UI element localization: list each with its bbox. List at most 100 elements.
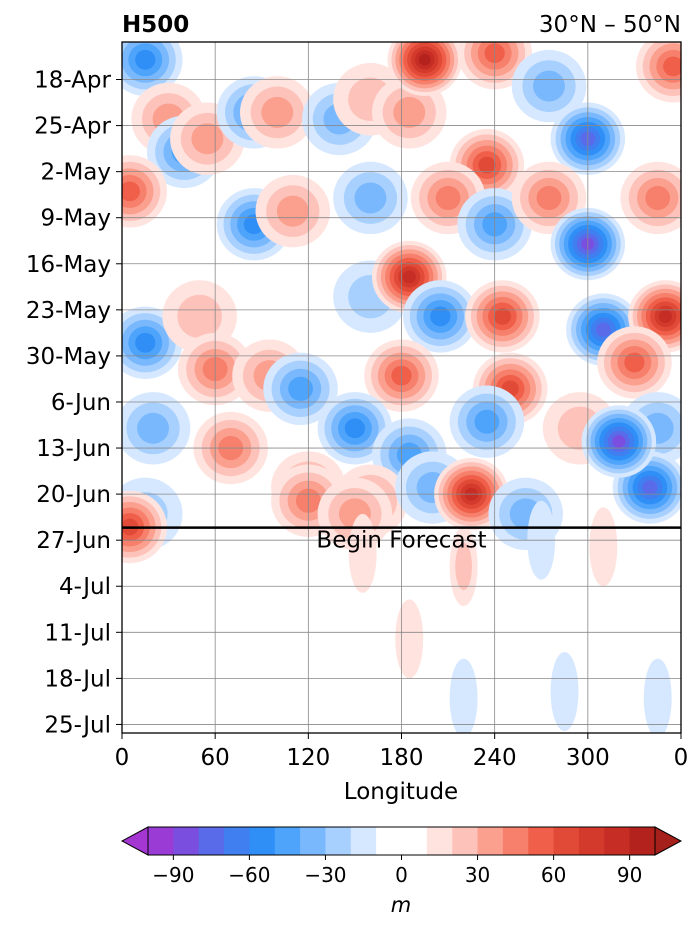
colorbar-segment — [629, 827, 656, 855]
anomaly-blob — [122, 155, 168, 228]
anomaly-blob — [449, 385, 525, 458]
anomaly-contour — [595, 322, 611, 337]
y-tick-label: 9-May — [41, 206, 111, 232]
anomaly-blob — [581, 405, 657, 478]
y-tick-label: 4-Jul — [59, 574, 111, 600]
anomaly-contour — [288, 376, 313, 401]
colorbar-segment — [426, 827, 453, 855]
x-tick-label: 60 — [201, 745, 230, 771]
anomaly-blob — [255, 174, 331, 248]
anomaly-contour — [455, 542, 472, 591]
x-tick-label: 240 — [473, 745, 517, 771]
anomaly-contour — [589, 507, 618, 587]
anomaly-contour — [624, 352, 645, 373]
anomaly-contour — [354, 182, 387, 214]
x-tick-label: 120 — [286, 745, 330, 771]
colorbar-tick-label: 90 — [617, 863, 642, 887]
anomaly-contour — [177, 294, 222, 339]
chart-title: H500 — [122, 12, 189, 38]
x-axis: 0 60 120 180 240 300 0 — [115, 733, 688, 771]
colorbar-segment — [401, 827, 428, 855]
x-axis-label: Longitude — [344, 779, 458, 805]
colorbar-segment — [604, 827, 631, 855]
colorbar-tick-label: 30 — [465, 863, 490, 887]
anomaly-blob — [597, 326, 672, 399]
y-tick-label: 6-Jun — [51, 390, 111, 416]
colorbar-extend-min — [120, 826, 149, 856]
anomaly-contour — [658, 310, 673, 323]
colorbar-segment — [452, 827, 479, 855]
anomaly-contour — [474, 409, 500, 434]
anomaly-contour — [261, 96, 294, 128]
anomaly-blob — [348, 513, 377, 593]
anomaly-contour — [493, 308, 512, 325]
anomaly-blob — [620, 161, 681, 235]
anomaly-contour — [642, 480, 658, 495]
colorbar-segment — [553, 827, 580, 855]
colorbar-segment — [249, 827, 276, 855]
anomaly-contour — [663, 56, 681, 77]
anomaly-contour — [645, 185, 671, 211]
colorbar-segment — [148, 827, 174, 855]
anomaly-blob — [434, 457, 509, 531]
x-tick-label: 300 — [566, 745, 610, 771]
anomaly-blob — [635, 42, 681, 103]
anomaly-blob — [387, 42, 463, 96]
anomaly-blob — [465, 280, 540, 353]
region-label: 30°N – 50°N — [539, 12, 681, 38]
colorbar-tick-label: −60 — [228, 863, 270, 887]
y-tick-label: 13-Jun — [36, 436, 111, 462]
anomaly-blob — [449, 658, 478, 733]
forecast-annotation: Begin Forecast — [316, 528, 486, 554]
anomaly-blob — [122, 42, 183, 96]
anomaly-blob — [333, 161, 408, 235]
colorbar-segment — [477, 827, 504, 855]
anomaly-contour — [418, 54, 431, 66]
anomaly-blob — [395, 599, 424, 679]
anomaly-contour — [122, 181, 140, 202]
colorbar-segment — [224, 827, 250, 855]
plot-area — [122, 42, 681, 733]
y-tick-label: 23-May — [26, 298, 111, 324]
anomaly-contour — [137, 412, 170, 444]
anomaly-contour — [643, 658, 672, 733]
y-tick-label: 16-May — [26, 252, 111, 278]
anomaly-contour — [533, 70, 565, 102]
anomaly-contour — [612, 435, 626, 448]
anomaly-contour — [402, 270, 416, 284]
y-tick-label: 20-Jun — [36, 482, 111, 508]
colorbar: −90 −60 −30 0 30 60 90 — [120, 826, 683, 887]
y-tick-label: 25-Apr — [34, 114, 111, 140]
colorbar-tick-label: 0 — [395, 863, 408, 887]
y-tick-label: 18-Apr — [34, 68, 111, 94]
anomaly-contour — [536, 185, 562, 211]
colorbar-extend-max — [654, 826, 683, 856]
anomaly-blob — [643, 658, 672, 733]
anomaly-contour — [348, 513, 377, 593]
colorbar-segment — [325, 827, 352, 855]
colorbar-segment — [173, 827, 200, 855]
colorbar-segment — [578, 827, 605, 855]
colorbar-tick-label: −90 — [152, 863, 194, 887]
anomaly-contour — [435, 185, 461, 211]
y-tick-label: 18-Jul — [44, 666, 111, 692]
y-tick-label: 30-May — [26, 344, 111, 370]
y-tick-label: 25-Jul — [44, 712, 111, 738]
anomaly-contour — [135, 332, 156, 353]
y-tick-label: 11-Jul — [44, 620, 111, 646]
grid-lines — [122, 42, 681, 733]
y-tick-label: 2-May — [41, 160, 111, 186]
colorbar-label: m — [391, 893, 411, 917]
colorbar-tick-label: −30 — [304, 863, 346, 887]
x-tick-label: 0 — [115, 745, 130, 771]
anomaly-blob — [403, 280, 478, 353]
anomaly-blob — [263, 352, 338, 426]
anomaly-contour — [135, 49, 156, 70]
anomaly-contour — [550, 652, 579, 732]
colorbar-segment — [528, 827, 555, 855]
anomaly-contour — [449, 658, 478, 733]
y-axis: 18-Apr 25-Apr 2-May 9-May 16-May 23-May 30-May… — [26, 68, 122, 738]
colorbar-segment — [502, 827, 529, 855]
colorbar-segment — [274, 827, 301, 855]
